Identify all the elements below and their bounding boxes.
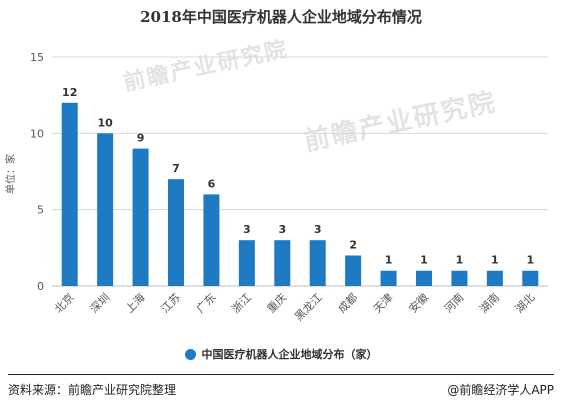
x-tick-label: 河南: [442, 291, 467, 316]
data-label: 6: [208, 177, 216, 190]
data-label: 3: [314, 223, 322, 236]
bar: [203, 194, 220, 286]
x-axis-ticks: 北京 深圳 上海 江苏 广东 浙江 重庆 黑龙江 成都 天津 安徽 河南 湖南 湖北: [51, 290, 537, 323]
data-labels: 12 10 9 7 6 3 3 3 2 1 1 1 1 1: [62, 86, 534, 267]
bar: [416, 270, 432, 286]
data-label: 1: [385, 254, 393, 267]
chart-title: 2018年中国医疗机器人企业地域分布情况: [140, 8, 422, 26]
x-tick-label: 广东: [194, 291, 219, 316]
x-tick-label: 浙江: [229, 291, 254, 316]
legend: 中国医疗机器人企业地域分布（家）: [0, 346, 562, 362]
legend-label: 中国医疗机器人企业地域分布（家）: [201, 348, 378, 361]
x-tick-label: 深圳: [88, 291, 113, 316]
bar: [380, 270, 397, 286]
bar: [345, 255, 362, 286]
bar: [132, 148, 149, 286]
data-label: 1: [526, 254, 534, 267]
bar: [97, 133, 114, 286]
y-tick-label: 0: [37, 280, 44, 293]
bar: [61, 102, 78, 286]
source-text: 资料来源：前瞻产业研究院整理: [8, 383, 177, 397]
x-tick-label: 成都: [336, 291, 361, 316]
data-label: 3: [243, 223, 251, 236]
footer-divider: [8, 374, 554, 375]
x-tick-label: 黑龙江: [292, 291, 325, 324]
bar: [522, 270, 539, 286]
y-tick-label: 5: [37, 204, 44, 217]
data-label: 9: [137, 132, 145, 145]
data-label: 2: [349, 238, 357, 251]
x-tick-label: 重庆: [264, 290, 289, 315]
x-tick-label: 湖北: [513, 291, 538, 316]
data-label: 1: [456, 254, 464, 267]
data-label: 3: [278, 223, 286, 236]
bar: [451, 270, 468, 286]
y-tick-label: 15: [30, 51, 44, 64]
bar: [309, 240, 326, 286]
bar: [486, 270, 503, 286]
x-tick-label: 湖南: [477, 291, 502, 316]
data-label: 1: [491, 254, 499, 267]
x-tick-label: 天津: [371, 291, 396, 316]
x-tick-label: 江苏: [158, 291, 183, 316]
data-label: 1: [420, 254, 428, 267]
y-tick-label: 10: [30, 127, 44, 140]
x-tick-label: 安徽: [406, 290, 431, 315]
bar: [168, 179, 184, 286]
legend-marker: [184, 348, 196, 360]
bar: [238, 240, 255, 286]
data-label: 10: [97, 116, 113, 129]
bar-chart: 0 5 10 15 单位：家 12 10 9 7 6 3 3 3 2 1 1 1 1 1 北京 深圳 上海 江苏 广东浙…: [4, 51, 548, 323]
data-label: 7: [172, 162, 180, 175]
y-axis-label: 单位：家: [4, 154, 17, 194]
x-tick-label: 上海: [122, 290, 147, 315]
x-tick-label: 北京: [51, 290, 76, 315]
bars: [61, 102, 539, 286]
data-label: 12: [62, 86, 77, 99]
grid-lines: [52, 56, 548, 287]
y-axis-ticks: 0 5 10 15: [30, 51, 44, 293]
bar: [274, 240, 291, 286]
brand-text: @前瞻经济学人APP: [447, 383, 554, 397]
